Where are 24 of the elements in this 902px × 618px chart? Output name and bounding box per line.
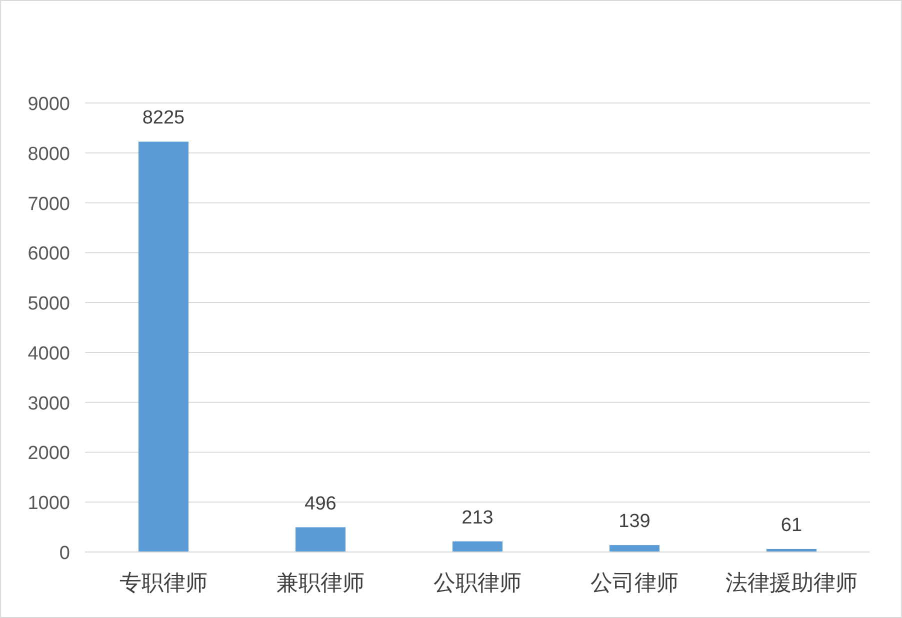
y-tick-label: 0 [59,543,70,564]
x-tick-label: 专职律师 [120,570,208,595]
data-label: 139 [618,511,650,532]
y-tick-label: 8000 [28,144,70,165]
y-tick-label: 1000 [28,493,70,514]
y-tick-label: 9000 [28,94,70,115]
x-tick-label: 公司律师 [590,570,678,595]
bar [138,142,188,552]
y-tick-label: 2000 [28,443,70,464]
y-tick-label: 5000 [28,294,70,315]
bar [296,527,346,552]
data-label: 496 [304,493,336,514]
x-tick-label: 兼职律师 [276,570,364,595]
y-tick-label: 3000 [28,393,70,414]
y-tick-label: 4000 [28,343,70,364]
x-tick-label: 公职律师 [434,570,522,595]
y-tick-label: 7000 [28,194,70,215]
data-label: 8225 [142,108,185,129]
data-label: 61 [780,514,802,536]
x-tick-label: 法律援助律师 [726,570,858,595]
bar [452,541,502,552]
data-label: 213 [462,507,494,528]
y-tick-label: 6000 [28,244,70,265]
bar [610,545,660,552]
